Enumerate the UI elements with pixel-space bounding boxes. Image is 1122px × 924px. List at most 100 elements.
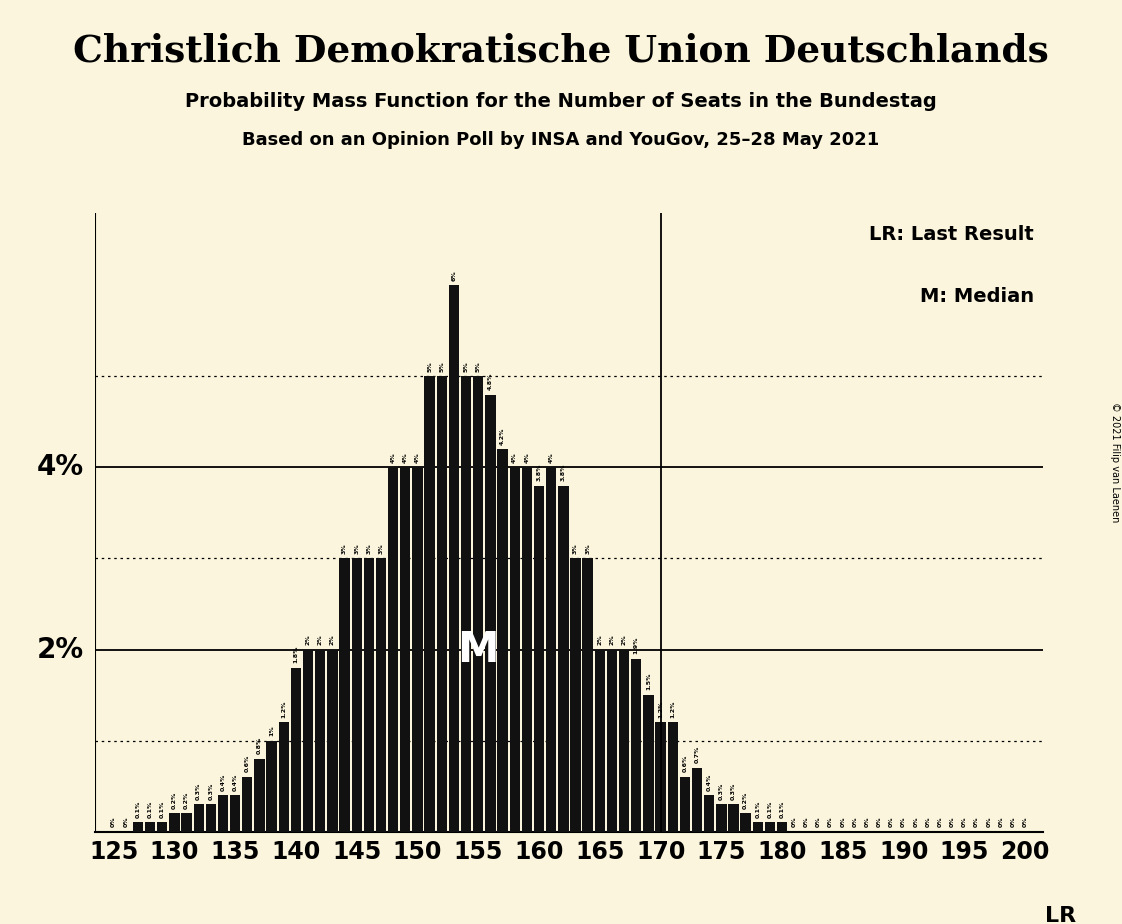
Text: 4%: 4% [549, 452, 553, 463]
Text: 0.1%: 0.1% [767, 800, 772, 818]
Bar [436, 376, 447, 832]
Bar [351, 558, 362, 832]
Bar [401, 468, 411, 832]
Text: 0.2%: 0.2% [172, 792, 177, 808]
Text: 0.4%: 0.4% [221, 773, 226, 791]
Bar [522, 468, 532, 832]
Text: 5%: 5% [463, 361, 469, 371]
Text: 0%: 0% [999, 817, 1003, 827]
Bar [388, 468, 398, 832]
Bar [655, 723, 665, 832]
Text: 0.4%: 0.4% [232, 773, 238, 791]
Text: 0%: 0% [938, 817, 942, 827]
Bar [376, 558, 386, 832]
Text: 0%: 0% [913, 817, 918, 827]
Text: 0%: 0% [804, 817, 809, 827]
Text: Based on an Opinion Poll by INSA and YouGov, 25–28 May 2021: Based on an Opinion Poll by INSA and You… [242, 131, 880, 149]
Text: 4.8%: 4.8% [488, 372, 493, 390]
Text: 0%: 0% [816, 817, 821, 827]
Text: M: Median: M: Median [920, 286, 1034, 306]
Bar [473, 376, 484, 832]
Bar [497, 449, 508, 832]
Text: LR: LR [1046, 906, 1076, 924]
Text: 2%: 2% [330, 634, 334, 645]
Text: 3%: 3% [586, 543, 590, 553]
Bar [145, 822, 155, 832]
Text: 0%: 0% [974, 817, 980, 827]
Bar [607, 650, 617, 832]
Bar [558, 486, 569, 832]
Text: Christlich Demokratische Union Deutschlands: Christlich Demokratische Union Deutschla… [73, 32, 1049, 69]
Text: 1.8%: 1.8% [294, 646, 298, 663]
Bar [595, 650, 605, 832]
Bar [582, 558, 592, 832]
Text: 5%: 5% [476, 361, 480, 371]
Text: 0.1%: 0.1% [780, 800, 784, 818]
Text: 0.3%: 0.3% [209, 783, 213, 800]
Bar [412, 468, 423, 832]
Bar [182, 813, 192, 832]
Bar [303, 650, 313, 832]
Text: 0.1%: 0.1% [755, 800, 761, 818]
Bar [546, 468, 557, 832]
Bar [266, 740, 277, 832]
Bar [741, 813, 751, 832]
Bar [242, 777, 252, 832]
Text: 0%: 0% [853, 817, 857, 827]
Text: 4%: 4% [513, 452, 517, 463]
Text: 1.2%: 1.2% [659, 700, 663, 718]
Bar [230, 796, 240, 832]
Bar [728, 804, 738, 832]
Text: 0.4%: 0.4% [707, 773, 711, 791]
Text: 1.9%: 1.9% [634, 637, 638, 654]
Bar [619, 650, 629, 832]
Text: 1.5%: 1.5% [646, 673, 651, 690]
Text: 4.2%: 4.2% [500, 427, 505, 444]
Text: 0.3%: 0.3% [196, 783, 201, 800]
Text: 2%: 2% [305, 634, 311, 645]
Bar [461, 376, 471, 832]
Text: 0.2%: 0.2% [184, 792, 188, 808]
Text: 0.6%: 0.6% [682, 755, 688, 772]
Text: 4%: 4% [37, 454, 84, 481]
Bar [193, 804, 204, 832]
Bar [291, 668, 301, 832]
Text: 0%: 0% [828, 817, 834, 827]
Bar [776, 822, 788, 832]
Text: 0.3%: 0.3% [719, 783, 724, 800]
Bar [716, 804, 727, 832]
Text: 0%: 0% [1023, 817, 1028, 827]
Text: 4%: 4% [403, 452, 407, 463]
Text: 0%: 0% [792, 817, 797, 827]
Text: 0%: 0% [865, 817, 870, 827]
Text: 0%: 0% [123, 817, 128, 827]
Bar [364, 558, 374, 832]
Bar [668, 723, 678, 832]
Bar [169, 813, 180, 832]
Text: 3.8%: 3.8% [536, 464, 542, 481]
Text: 0%: 0% [926, 817, 930, 827]
Text: 4%: 4% [415, 452, 420, 463]
Bar [692, 768, 702, 832]
Bar [703, 796, 715, 832]
Text: 3%: 3% [355, 543, 359, 553]
Text: 3.8%: 3.8% [561, 464, 565, 481]
Text: 2%: 2% [609, 634, 615, 645]
Text: 0%: 0% [111, 817, 116, 827]
Text: LR: Last Result: LR: Last Result [870, 225, 1034, 244]
Text: M: M [458, 628, 499, 671]
Text: 3%: 3% [573, 543, 578, 553]
Text: © 2021 Filip van Laenen: © 2021 Filip van Laenen [1110, 402, 1120, 522]
Text: 0%: 0% [877, 817, 882, 827]
Text: 0.1%: 0.1% [159, 800, 165, 818]
Bar [765, 822, 775, 832]
Text: 1.2%: 1.2% [282, 700, 286, 718]
Text: 0%: 0% [962, 817, 967, 827]
Bar [339, 558, 350, 832]
Bar [753, 822, 763, 832]
Text: 3%: 3% [367, 543, 371, 553]
Text: 2%: 2% [622, 634, 626, 645]
Text: 1%: 1% [269, 725, 274, 736]
Bar [315, 650, 325, 832]
Text: 3%: 3% [378, 543, 384, 553]
